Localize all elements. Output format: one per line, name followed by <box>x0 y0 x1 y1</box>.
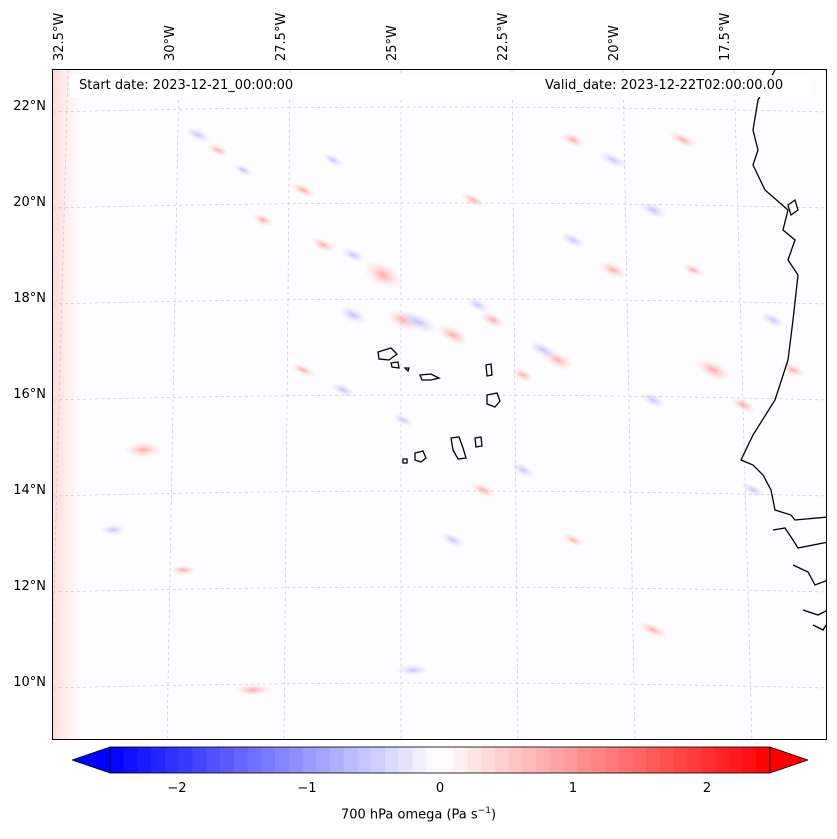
omega-anomaly-shading <box>53 70 806 739</box>
longitude-label: 27.5°W <box>274 12 289 61</box>
colorbar <box>72 746 808 774</box>
ascent-anomaly <box>598 260 628 280</box>
descent-anomaly <box>338 305 368 325</box>
ascent-anomaly <box>479 311 507 329</box>
colorbar-tick-label: −2 <box>167 781 187 796</box>
ascent-anomaly <box>511 367 535 383</box>
sao-vicente-island <box>390 361 400 369</box>
colorbar-tick-label: 2 <box>702 781 712 796</box>
latitude-label: 16°N <box>13 387 46 402</box>
brava-island <box>402 458 408 464</box>
ascent-anomaly <box>681 263 705 277</box>
descent-anomaly <box>510 461 536 479</box>
longitude-label: 17.5°W <box>718 12 733 61</box>
colorbar-tick-label: 1 <box>568 781 578 796</box>
graticule <box>53 70 826 739</box>
ascent-anomaly <box>694 358 732 382</box>
descent-anomaly <box>340 246 366 264</box>
descent-anomaly <box>440 531 466 549</box>
ascent-anomaly <box>561 533 585 547</box>
date-header-background <box>70 75 810 97</box>
latitude-label: 22°N <box>13 99 46 114</box>
longitude-label: 30°W <box>163 25 178 61</box>
ascent-anomaly <box>206 143 230 157</box>
ascent-anomaly <box>560 131 586 149</box>
ascent-anomaly <box>460 192 486 208</box>
africa-coastline-south <box>772 527 826 549</box>
descent-anomaly <box>397 309 439 335</box>
descent-anomaly <box>528 340 558 360</box>
colorbar-max-extension <box>769 746 808 774</box>
ascent-anomaly <box>290 362 316 378</box>
latitude-label: 20°N <box>13 195 46 210</box>
descent-anomaly <box>640 391 666 409</box>
descent-anomaly <box>638 200 668 220</box>
ascent-anomaly <box>123 442 163 458</box>
maio-island <box>474 436 483 448</box>
descent-anomaly <box>395 664 431 676</box>
ascent-anomaly <box>233 684 273 696</box>
colorbar-tick-label: 0 <box>435 781 445 796</box>
descent-anomaly <box>560 231 586 249</box>
colorbar-min-extension <box>72 746 111 774</box>
sal-island <box>485 363 493 377</box>
descent-anomaly <box>760 311 786 329</box>
descent-anomaly <box>231 163 255 177</box>
ascent-anomaly <box>730 396 756 414</box>
descent-anomaly <box>321 153 345 167</box>
ascent-anomaly <box>290 181 316 199</box>
colorbar-tick-label: −1 <box>297 781 317 796</box>
latitude-label: 10°N <box>13 675 46 690</box>
map-area <box>52 69 827 740</box>
sao-nicolau-island <box>419 373 441 381</box>
latitude-label: 18°N <box>13 291 46 306</box>
latitude-label: 14°N <box>13 483 46 498</box>
ascent-anomaly <box>251 212 275 228</box>
colorbar-label: 700 hPa omega (Pa s−1) <box>340 806 497 823</box>
santo-antao-island <box>377 347 398 361</box>
descent-anomaly <box>596 150 630 170</box>
descent-anomaly <box>330 381 356 399</box>
descent-anomaly <box>740 482 766 498</box>
omega-field-map <box>53 70 826 739</box>
santiago-island <box>450 436 467 460</box>
ascent-anomaly <box>310 236 336 254</box>
valid-date-label: Valid_date: 2023-12-22T02:00:00.00 <box>545 78 784 93</box>
longitude-label: 25°W <box>385 25 400 61</box>
latitude-label: 12°N <box>13 579 46 594</box>
ascent-anomaly <box>436 324 470 346</box>
boa-vista-island <box>486 392 501 408</box>
ascent-anomaly <box>668 131 698 149</box>
start-date-label: Start date: 2023-12-21_00:00:00 <box>79 78 294 93</box>
descent-anomaly <box>99 524 127 536</box>
fogo-island <box>414 450 427 463</box>
ascent-anomaly <box>169 565 197 575</box>
descent-anomaly <box>391 413 415 427</box>
descent-anomaly <box>465 296 491 314</box>
ascent-anomaly <box>362 260 404 290</box>
coastlines <box>377 70 826 631</box>
guinea-coast <box>792 564 826 586</box>
descent-anomaly <box>185 126 211 144</box>
ascent-anomaly <box>470 481 496 499</box>
ascent-anomaly <box>638 621 668 639</box>
longitude-label: 32.5°W <box>52 12 67 61</box>
longitude-label: 20°W <box>607 25 622 61</box>
longitude-label: 22.5°W <box>496 12 511 61</box>
africa-coastline <box>740 70 826 521</box>
